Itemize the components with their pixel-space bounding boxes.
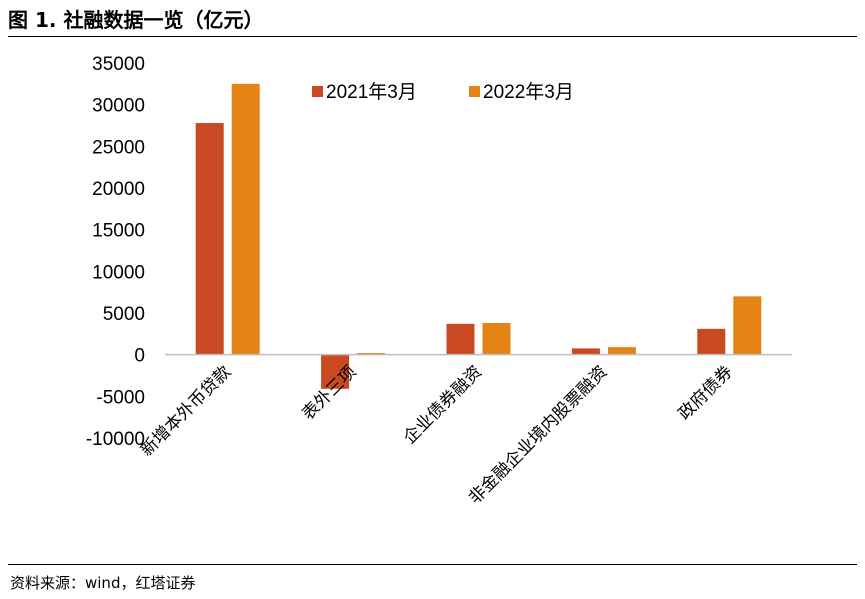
legend-swatch-2: [469, 86, 480, 97]
bar-2-3: [482, 323, 511, 355]
bar-1-4: [571, 348, 600, 355]
x-category-label: 政府债券: [675, 362, 737, 424]
legend-label-1: 2021年3月: [326, 81, 417, 103]
bar-1-2: [321, 354, 350, 389]
x-category-label: 新增本外币贷款: [137, 362, 235, 460]
y-tick-label: 30000: [92, 96, 145, 117]
figure-title: 图 1. 社融数据一览（亿元）: [8, 8, 264, 32]
y-axis-ticks: -10000 -5000 0 5000 10000 15000 20000 25000 3000…: [86, 54, 145, 450]
y-tick-label: 5000: [103, 304, 145, 325]
y-tick-label: -10000: [86, 429, 145, 450]
source-note: 资料来源：wind，红塔证券: [10, 574, 196, 592]
bar-2-2: [357, 353, 386, 355]
bar-1-5: [697, 328, 726, 355]
y-tick-label: 35000: [92, 54, 145, 75]
legend: 2021年3月 2022年3月: [312, 81, 574, 103]
y-tick-label: 10000: [92, 262, 145, 283]
bar-1-3: [446, 323, 475, 355]
y-tick-label: 15000: [92, 221, 145, 242]
footer-divider: [8, 564, 857, 565]
bar-2-4: [607, 347, 636, 355]
y-tick-label: 25000: [92, 137, 145, 158]
legend-label-2: 2022年3月: [483, 81, 574, 103]
bars: [195, 83, 762, 389]
bar-2-5: [733, 296, 762, 355]
bar-chart: -10000 -5000 0 5000 10000 15000 20000 25000 3000…: [86, 54, 792, 508]
y-tick-label: 20000: [92, 179, 145, 200]
bar-1-1: [195, 123, 224, 355]
legend-swatch-1: [312, 86, 323, 97]
title-divider: [8, 36, 857, 37]
x-category-label: 非金融企业境内股票融资: [465, 362, 611, 508]
y-tick-label: 0: [134, 346, 145, 367]
x-category-label: 企业债券融资: [400, 362, 486, 448]
bar-2-1: [231, 83, 260, 355]
y-tick-label: -5000: [96, 387, 145, 408]
